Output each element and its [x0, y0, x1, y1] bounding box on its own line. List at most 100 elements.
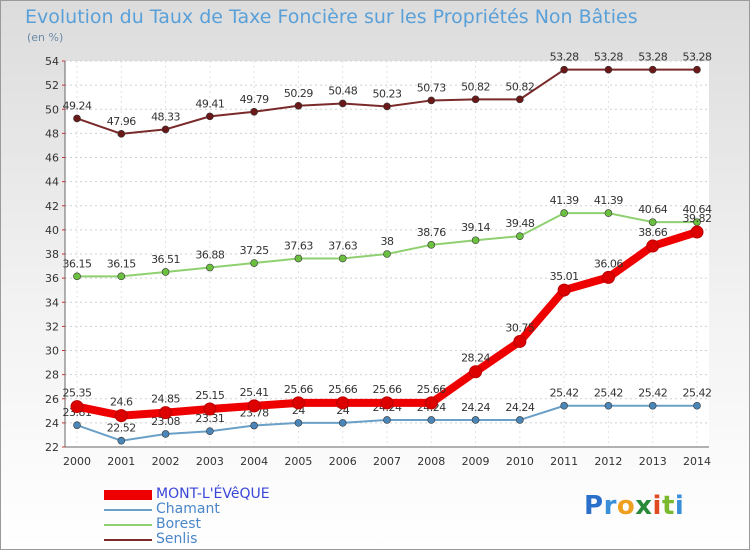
- data-point: [693, 401, 701, 410]
- logo-letter: o: [616, 491, 636, 521]
- data-label: 39.82: [683, 212, 712, 225]
- y-tick-label: 32: [45, 320, 59, 333]
- data-point: [469, 365, 483, 379]
- y-tick-label: 48: [45, 127, 59, 140]
- x-tick-label: 2005: [284, 455, 312, 468]
- data-point: [427, 96, 436, 105]
- data-point: [560, 65, 568, 74]
- proxiti-logo: Proxiti: [584, 491, 684, 521]
- data-point: [427, 416, 436, 424]
- data-label: 25.66: [417, 383, 446, 396]
- data-point: [427, 241, 436, 249]
- data-point: [693, 65, 701, 74]
- data-label: 25.41: [240, 386, 269, 399]
- data-point: [161, 268, 170, 276]
- legend: MONT-L'ÉVêQUE Chamant Borest Senlis: [104, 486, 364, 547]
- data-label: 40.64: [638, 203, 667, 216]
- data-label: 40.64: [683, 203, 712, 216]
- data-point: [383, 416, 391, 424]
- data-point: [383, 250, 391, 258]
- unit-label: (en %): [27, 31, 64, 44]
- data-point: [291, 396, 305, 410]
- data-point: [648, 218, 657, 226]
- y-tick-label: 34: [45, 296, 59, 309]
- y-tick-label: 26: [45, 393, 59, 406]
- y-tick-label: 30: [45, 345, 59, 358]
- data-label: 50.82: [461, 80, 490, 93]
- data-label: 36.15: [107, 257, 136, 270]
- x-tick-label: 2011: [550, 455, 578, 468]
- data-point: [73, 421, 81, 429]
- data-point: [117, 436, 126, 445]
- data-label: 50.23: [373, 87, 402, 100]
- data-label: 50.48: [328, 84, 357, 97]
- legend-item-mont-leveque: MONT-L'ÉVêQUE: [104, 486, 364, 502]
- data-label: 47.96: [107, 115, 136, 128]
- y-tick-label: 44: [45, 176, 59, 189]
- data-point: [604, 401, 613, 410]
- y-tick-label: 40: [45, 224, 59, 237]
- logo-letter: r: [603, 491, 617, 521]
- data-point: [206, 112, 214, 121]
- data-point: [560, 401, 568, 410]
- logo-letter: P: [584, 491, 604, 521]
- data-label: 24.24: [461, 401, 490, 414]
- data-point: [250, 107, 258, 116]
- legend-swatch-senlis: [104, 539, 152, 541]
- data-label: 49.79: [240, 93, 269, 106]
- data-point: [380, 396, 394, 410]
- data-label: 38: [381, 235, 394, 248]
- data-label: 28.24: [461, 352, 490, 365]
- data-point: [161, 430, 170, 438]
- legend-swatch-borest: [104, 524, 152, 526]
- legend-label-mont-leveque: MONT-L'ÉVêQUE: [156, 486, 270, 502]
- data-point: [338, 99, 347, 108]
- data-point: [471, 95, 480, 104]
- data-label: 36.88: [195, 249, 224, 262]
- data-label: 36.51: [151, 253, 180, 266]
- logo-letter: i: [652, 491, 662, 521]
- x-tick-label: 2001: [107, 455, 135, 468]
- y-tick-label: 46: [45, 152, 59, 165]
- x-tick-label: 2002: [152, 455, 180, 468]
- data-point: [73, 114, 81, 123]
- data-label: 37.25: [240, 244, 269, 257]
- data-label: 39.48: [505, 217, 534, 230]
- data-point: [648, 65, 657, 74]
- data-label: 49.41: [195, 97, 224, 110]
- logo-letter: x: [635, 491, 653, 521]
- data-point: [159, 406, 173, 420]
- y-tick-label: 38: [45, 248, 59, 261]
- data-point: [424, 396, 438, 410]
- data-label: 25.42: [638, 387, 667, 400]
- data-point: [516, 232, 524, 240]
- legend-item-senlis: Senlis: [104, 531, 364, 547]
- data-label: 25.42: [594, 387, 623, 400]
- data-label: 25.35: [63, 387, 92, 400]
- data-label: 35.01: [550, 270, 579, 283]
- x-tick-label: 2007: [373, 455, 401, 468]
- data-label: 38.66: [638, 226, 667, 239]
- logo-letter: i: [674, 491, 685, 521]
- data-label: 24.85: [151, 393, 180, 406]
- data-point: [70, 400, 84, 414]
- data-label: 22.52: [107, 422, 136, 435]
- y-tick-label: 28: [45, 369, 59, 382]
- data-label: 49.24: [63, 99, 92, 112]
- legend-item-chamant: Chamant: [104, 501, 364, 517]
- x-tick-label: 2008: [417, 455, 445, 468]
- legend-item-borest: Borest: [104, 516, 364, 532]
- data-label: 23.31: [195, 412, 224, 425]
- data-point: [117, 272, 126, 281]
- data-label: 24.24: [505, 401, 534, 414]
- y-tick-label: 54: [45, 55, 59, 68]
- legend-label-chamant: Chamant: [156, 501, 220, 517]
- data-point: [646, 239, 660, 253]
- data-point: [338, 254, 347, 263]
- data-point: [206, 427, 214, 435]
- data-point: [250, 259, 258, 267]
- data-label: 50.73: [417, 81, 446, 94]
- data-point: [560, 209, 568, 217]
- data-label: 48.33: [151, 110, 180, 123]
- y-tick-label: 52: [45, 79, 59, 92]
